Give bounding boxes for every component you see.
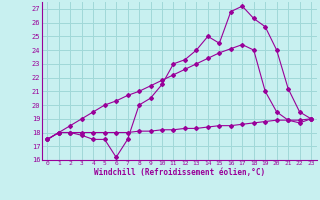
X-axis label: Windchill (Refroidissement éolien,°C): Windchill (Refroidissement éolien,°C): [94, 168, 265, 177]
